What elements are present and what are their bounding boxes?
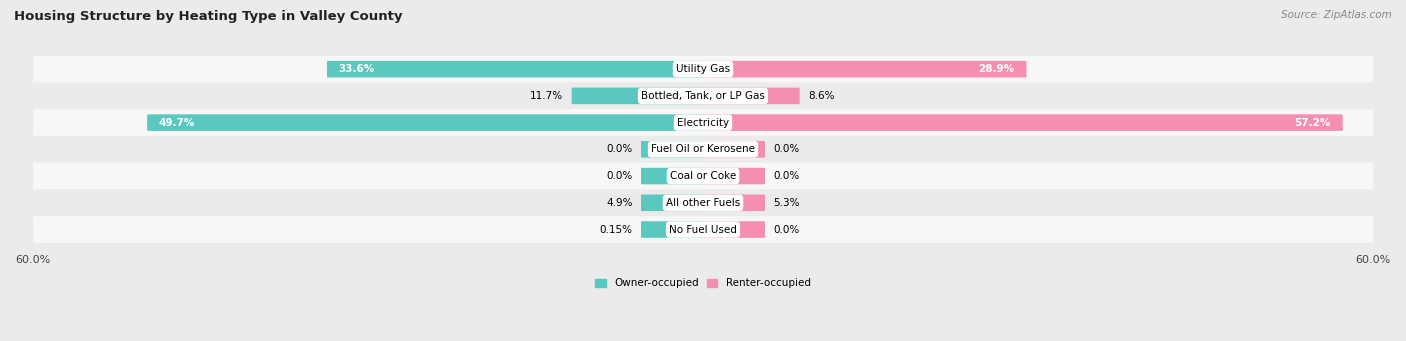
FancyBboxPatch shape bbox=[32, 83, 1374, 109]
FancyBboxPatch shape bbox=[148, 114, 703, 131]
Text: 8.6%: 8.6% bbox=[808, 91, 835, 101]
Text: 4.9%: 4.9% bbox=[606, 198, 633, 208]
FancyBboxPatch shape bbox=[703, 141, 765, 158]
FancyBboxPatch shape bbox=[32, 109, 1374, 136]
FancyBboxPatch shape bbox=[32, 216, 1374, 243]
FancyBboxPatch shape bbox=[703, 168, 765, 184]
Text: 0.0%: 0.0% bbox=[606, 144, 633, 154]
Text: 0.15%: 0.15% bbox=[599, 224, 633, 235]
Text: 0.0%: 0.0% bbox=[773, 144, 800, 154]
Text: Fuel Oil or Kerosene: Fuel Oil or Kerosene bbox=[651, 144, 755, 154]
Text: No Fuel Used: No Fuel Used bbox=[669, 224, 737, 235]
FancyBboxPatch shape bbox=[703, 221, 765, 238]
Text: 28.9%: 28.9% bbox=[979, 64, 1015, 74]
Text: Coal or Coke: Coal or Coke bbox=[669, 171, 737, 181]
Text: 33.6%: 33.6% bbox=[339, 64, 375, 74]
Legend: Owner-occupied, Renter-occupied: Owner-occupied, Renter-occupied bbox=[595, 279, 811, 288]
FancyBboxPatch shape bbox=[703, 61, 1026, 77]
Text: Source: ZipAtlas.com: Source: ZipAtlas.com bbox=[1281, 10, 1392, 20]
Text: Bottled, Tank, or LP Gas: Bottled, Tank, or LP Gas bbox=[641, 91, 765, 101]
Text: 0.0%: 0.0% bbox=[606, 171, 633, 181]
Text: Electricity: Electricity bbox=[676, 118, 730, 128]
Text: 11.7%: 11.7% bbox=[530, 91, 564, 101]
Text: 5.3%: 5.3% bbox=[773, 198, 800, 208]
FancyBboxPatch shape bbox=[703, 114, 1343, 131]
FancyBboxPatch shape bbox=[572, 88, 703, 104]
Text: All other Fuels: All other Fuels bbox=[666, 198, 740, 208]
FancyBboxPatch shape bbox=[641, 168, 703, 184]
Text: 0.0%: 0.0% bbox=[773, 171, 800, 181]
FancyBboxPatch shape bbox=[641, 194, 703, 211]
Text: Housing Structure by Heating Type in Valley County: Housing Structure by Heating Type in Val… bbox=[14, 10, 402, 23]
FancyBboxPatch shape bbox=[703, 88, 800, 104]
FancyBboxPatch shape bbox=[32, 136, 1374, 163]
Text: 49.7%: 49.7% bbox=[159, 118, 195, 128]
FancyBboxPatch shape bbox=[32, 56, 1374, 83]
Text: Utility Gas: Utility Gas bbox=[676, 64, 730, 74]
FancyBboxPatch shape bbox=[641, 221, 703, 238]
FancyBboxPatch shape bbox=[32, 190, 1374, 216]
Text: 0.0%: 0.0% bbox=[773, 224, 800, 235]
FancyBboxPatch shape bbox=[641, 141, 703, 158]
FancyBboxPatch shape bbox=[32, 163, 1374, 190]
FancyBboxPatch shape bbox=[328, 61, 703, 77]
FancyBboxPatch shape bbox=[703, 194, 765, 211]
Text: 57.2%: 57.2% bbox=[1295, 118, 1331, 128]
